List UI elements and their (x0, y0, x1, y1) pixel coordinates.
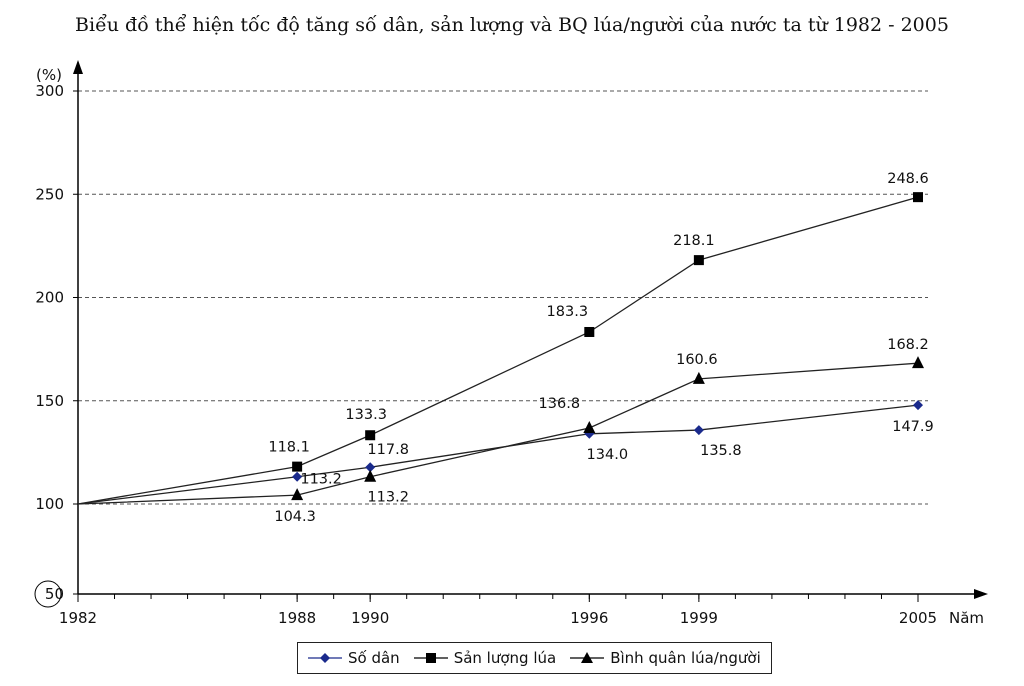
data-label: 113.2 (367, 490, 409, 506)
triangle-marker (583, 421, 596, 434)
series-2 (77, 356, 924, 505)
y-tick-label: 150 (35, 392, 64, 410)
y-tick-label: 50 (45, 585, 64, 603)
y-tick-label: 200 (35, 289, 64, 307)
series-line (77, 196, 919, 505)
chart-title: Biểu đồ thể hiện tốc độ tăng số dân, sản… (75, 14, 949, 36)
series-line (77, 404, 919, 505)
legend-item-binh-quan: Bình quân lúa/người (570, 649, 761, 667)
data-label: 168.2 (887, 337, 929, 353)
y-tick-label: 250 (35, 185, 64, 203)
data-label: 248.6 (887, 171, 929, 187)
x-tick-label: 1990 (351, 609, 389, 627)
diamond-marker (913, 400, 923, 411)
diamond-marker-icon (308, 653, 342, 663)
x-tick-label: 1996 (570, 609, 608, 627)
data-label: 135.8 (700, 443, 742, 459)
x-tick-label: 1988 (278, 609, 316, 627)
data-label: 133.3 (345, 407, 387, 423)
legend-label: Bình quân lúa/người (610, 649, 761, 667)
x-axis-label: Năm (949, 609, 984, 627)
square-marker (693, 255, 704, 266)
data-label: 104.3 (274, 509, 316, 525)
data-label: 113.2 (300, 472, 342, 488)
data-label: 134.0 (587, 447, 629, 463)
data-label: 218.1 (673, 233, 715, 249)
x-tick-label: 1999 (680, 609, 718, 627)
square-marker (365, 430, 376, 441)
triangle-marker (912, 356, 924, 369)
series-1 (77, 192, 923, 505)
data-label: 118.1 (268, 440, 310, 456)
triangle-marker (364, 469, 377, 482)
data-label: 136.8 (539, 396, 581, 412)
triangle-marker (692, 371, 705, 384)
series-line (77, 362, 919, 505)
y-tick-label: 300 (35, 82, 64, 100)
series-0 (77, 400, 923, 505)
diamond-marker (292, 471, 303, 482)
chart-legend: Số dân Sản lượng lúa Bình quân lúa/người (297, 642, 772, 674)
y-axis-label: (%) (36, 66, 62, 84)
diamond-marker (693, 425, 704, 436)
triangle-marker (291, 488, 304, 501)
x-tick-label: 1982 (59, 609, 97, 627)
legend-label: Sản lượng lúa (453, 649, 557, 667)
data-label: 147.9 (892, 419, 934, 435)
x-tick-label: 2005 (899, 609, 937, 627)
y-tick-label: 100 (35, 495, 64, 513)
legend-label: Số dân (348, 649, 400, 667)
data-label: 160.6 (676, 352, 718, 368)
x-axis-arrow-icon (974, 589, 988, 599)
square-marker (292, 461, 303, 472)
y-axis-arrow-icon (73, 60, 83, 74)
square-marker (913, 192, 923, 203)
square-marker (584, 326, 595, 337)
legend-item-so-dan: Số dân (308, 649, 400, 667)
legend-item-san-luong-lua: Sản lượng lúa (413, 649, 557, 667)
triangle-marker-icon (570, 652, 605, 663)
data-label: 183.3 (547, 304, 589, 320)
data-label: 117.8 (367, 442, 409, 458)
diamond-marker (365, 462, 376, 473)
y-tick-circle (34, 580, 62, 608)
square-marker-icon (413, 653, 448, 663)
